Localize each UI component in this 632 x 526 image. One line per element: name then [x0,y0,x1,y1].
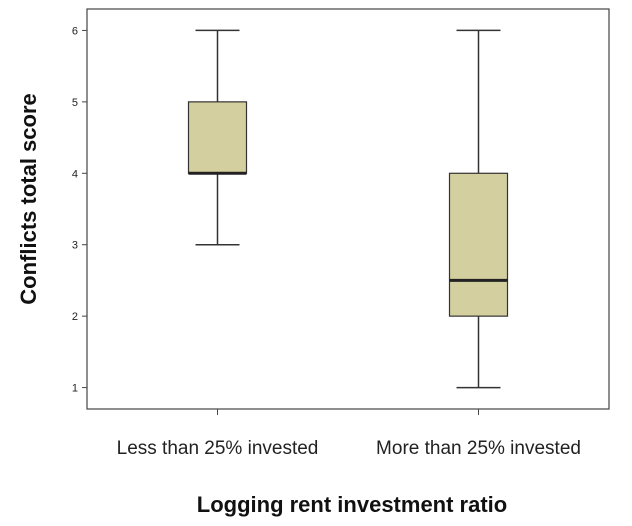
y-tick-label: 5 [72,97,78,109]
y-axis-title: Conflicts total score [16,93,41,304]
box-series [187,29,509,389]
y-tick-label: 2 [72,311,78,323]
x-category-label: More than 25% invested [376,438,581,459]
y-tick-label: 4 [72,168,78,180]
iqr-box [187,101,248,174]
y-axis: 1 2 3 4 5 6 [72,25,87,395]
y-tick-label: 1 [72,383,78,395]
x-axis-title: Logging rent investment ratio [197,492,507,517]
y-tick-label: 3 [72,240,78,252]
plot-area-frame [86,8,610,410]
x-category-label: Less than 25% invested [117,438,319,459]
box-group [187,29,248,246]
iqr-box [448,172,509,317]
x-axis: Less than 25% invested More than 25% inve… [117,409,581,459]
y-tick-label: 6 [72,25,78,37]
box-group [448,29,509,389]
